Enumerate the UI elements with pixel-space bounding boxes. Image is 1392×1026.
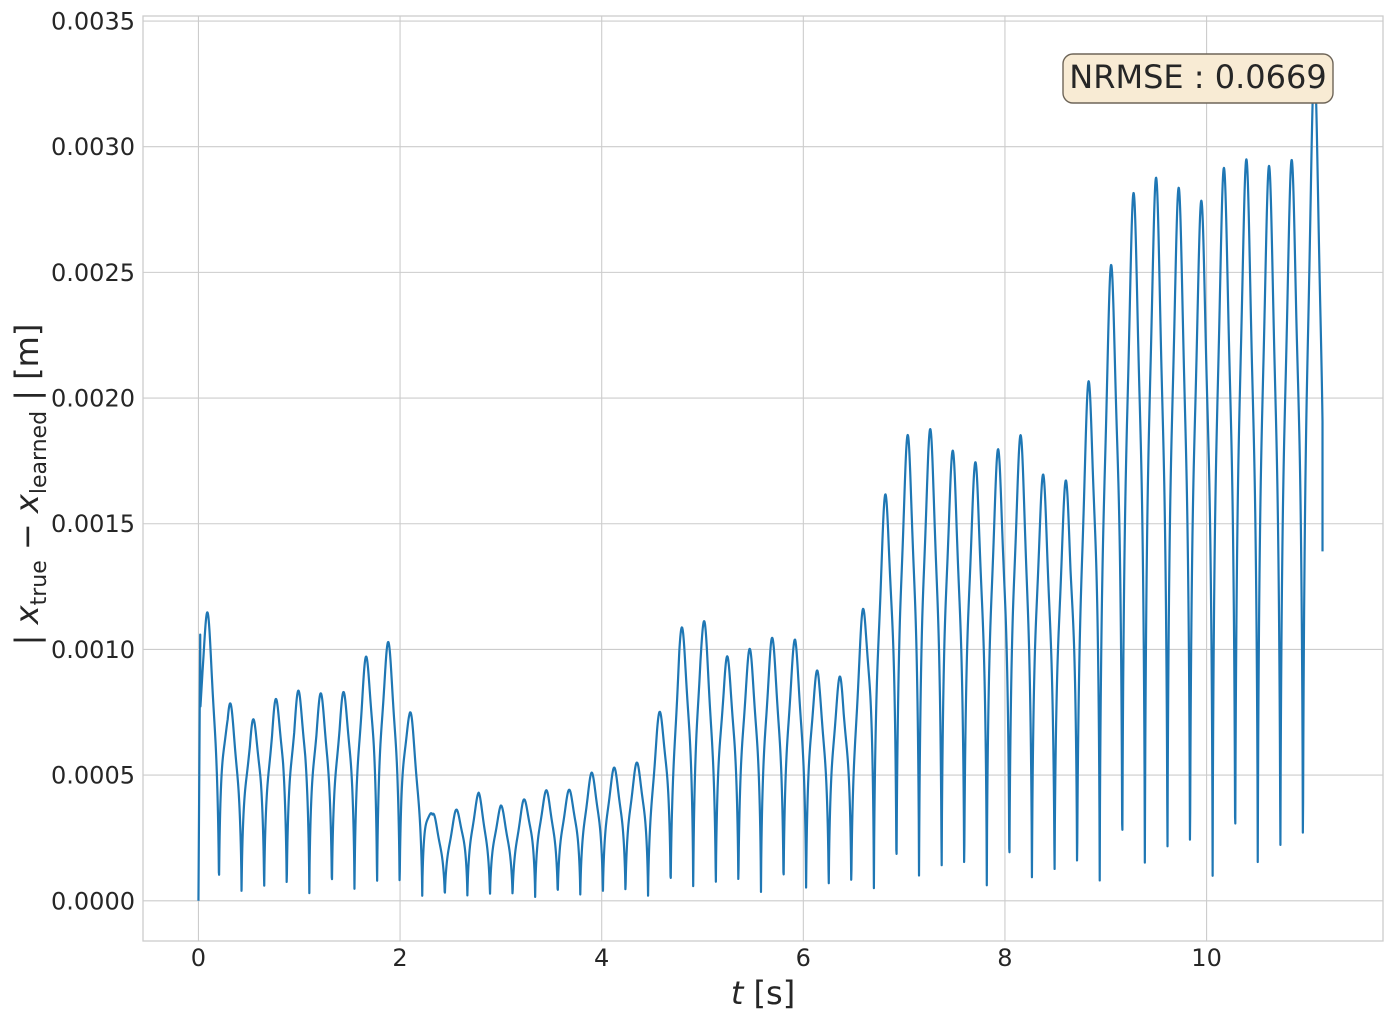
x-tick-label: 4 — [594, 944, 609, 972]
x-tick-label: 0 — [191, 944, 206, 972]
x-tick-label: 10 — [1191, 944, 1222, 972]
y-tick-label: 0.0005 — [51, 762, 135, 790]
x-tick-label: 2 — [392, 944, 407, 972]
plot-frame — [142, 15, 1384, 942]
x-tick-label: 8 — [997, 944, 1012, 972]
y-tick-label: 0.0000 — [51, 887, 135, 915]
y-tick-label: 0.0035 — [51, 8, 135, 36]
x-tick-label: 6 — [796, 944, 811, 972]
x-axis-unit: [s] — [743, 974, 795, 1012]
y-tick-label: 0.0025 — [51, 259, 135, 287]
y-label-sub1: true — [27, 560, 52, 605]
y-axis-label: | xtrue − xlearned | [m] — [8, 324, 52, 646]
x-axis-variable: t — [731, 974, 745, 1012]
x-axis-label: t [s] — [731, 974, 795, 1012]
y-label-post: | [m] — [8, 324, 46, 411]
annotation-text: NRMSE : 0.0669 — [1069, 58, 1326, 96]
series-layer — [197, 65, 1324, 901]
y-label-x1: x — [8, 604, 46, 625]
y-label-sub2: learned — [27, 411, 52, 494]
annotation-box — [1062, 53, 1334, 104]
y-tick-label: 0.0010 — [51, 636, 135, 664]
grid — [143, 16, 1383, 941]
y-tick-label: 0.0020 — [51, 385, 135, 413]
nrmse-annotation: NRMSE : 0.0669 — [1062, 53, 1334, 104]
y-tick-label: 0.0030 — [51, 133, 135, 161]
tick-labels: 0 2 4 6 8 10 0.0000 0.0005 0.0010 0.0015 0.0020 0.0… — [51, 8, 1222, 972]
y-label-x2: x — [8, 493, 46, 514]
y-tick-label: 0.0015 — [51, 510, 135, 538]
y-label-minus: − — [8, 513, 46, 560]
error-series-line — [197, 65, 1324, 901]
y-label-pre: | — [8, 624, 46, 645]
